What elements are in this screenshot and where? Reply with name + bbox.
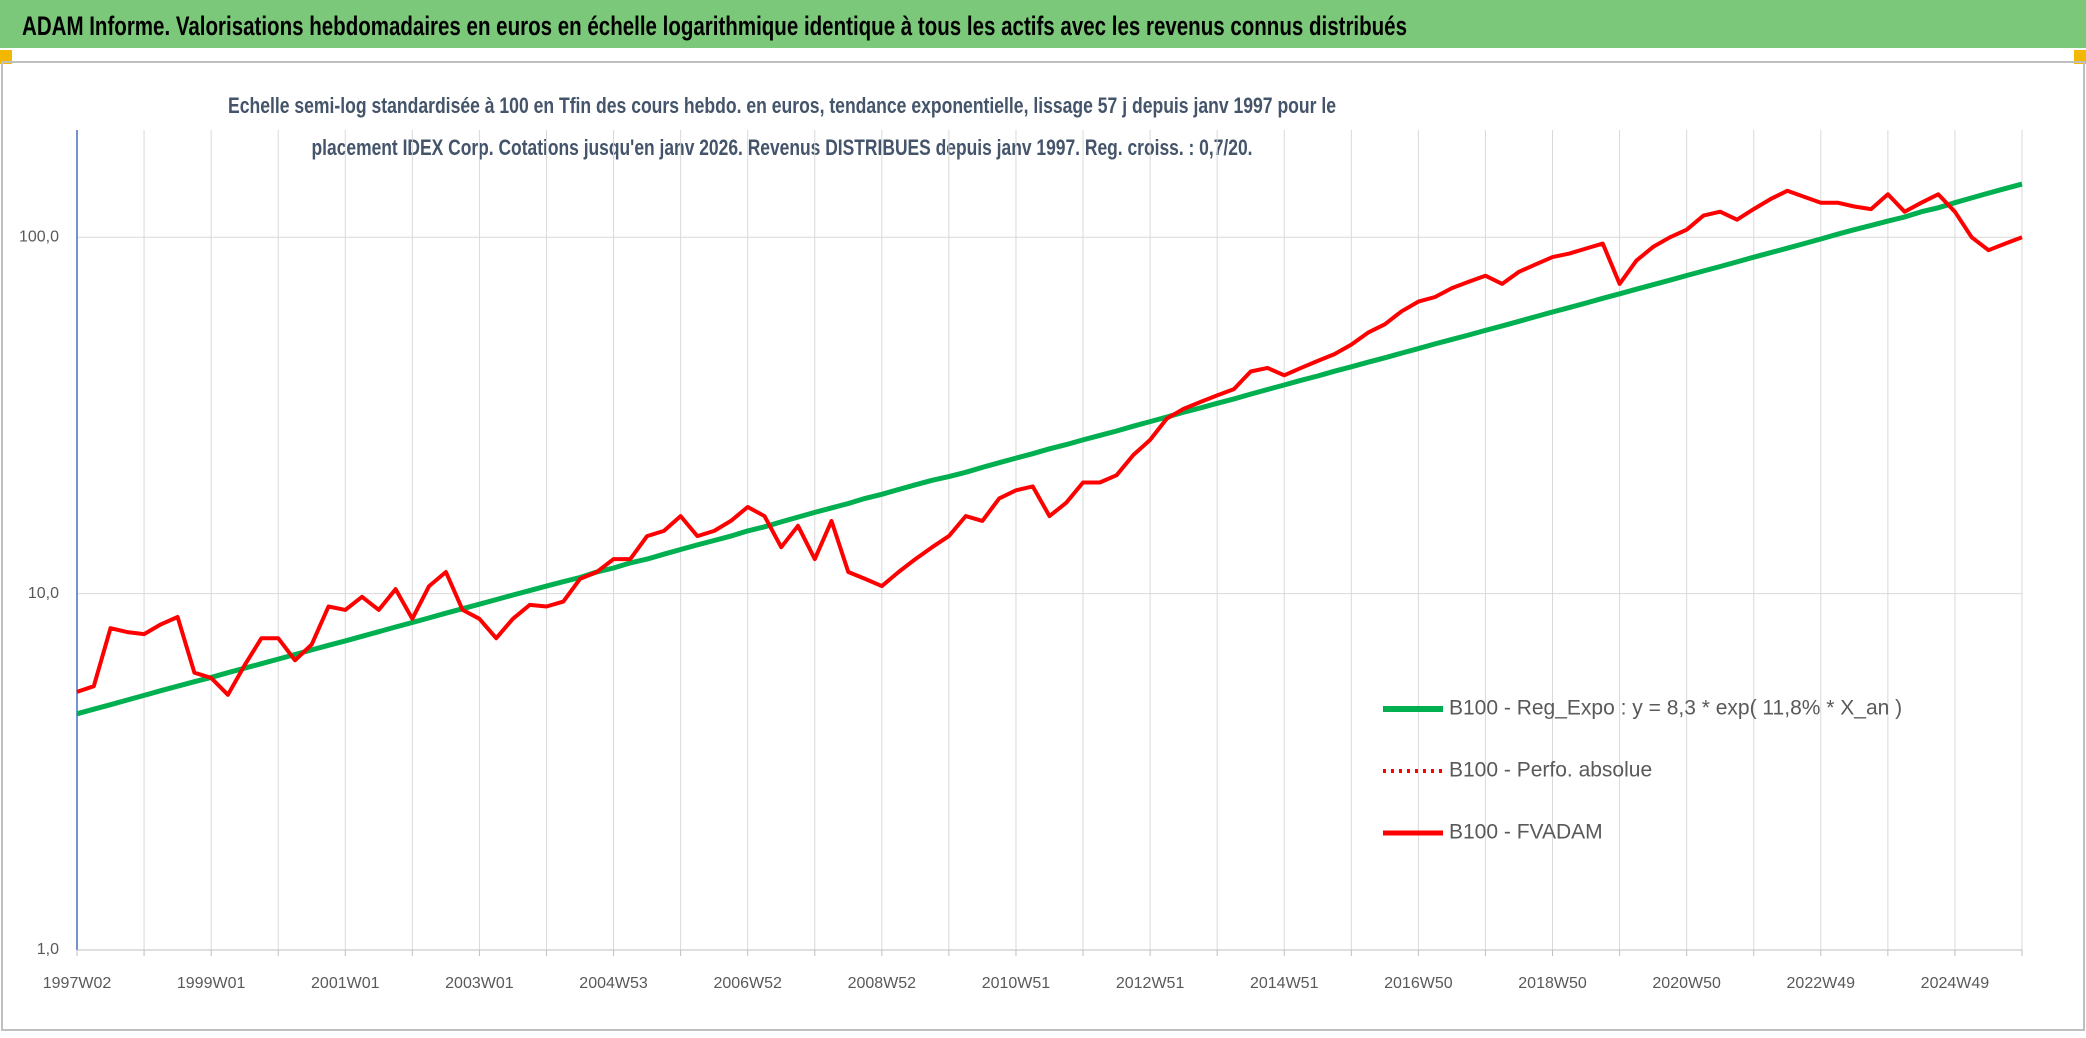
x-tick-label: 2022W49 <box>1787 975 1856 992</box>
chart-frame <box>1 61 2085 1031</box>
x-tick-label: 1999W01 <box>177 975 246 992</box>
y-tick-label: 1,0 <box>37 941 59 958</box>
corner <box>0 50 12 64</box>
x-tick-label: 2001W01 <box>311 975 380 992</box>
x-tick-label: 2006W52 <box>713 975 782 992</box>
x-tick-label: 1997W02 <box>43 975 112 992</box>
series-line <box>76 181 2023 717</box>
y-tick-label: 100,0 <box>19 228 59 245</box>
chart-title: ADAM Informe. Valorisations hebdomadaire… <box>22 11 1407 41</box>
x-tick-label: 2008W52 <box>848 975 917 992</box>
x-tick-label: 2016W50 <box>1384 975 1453 992</box>
x-tick-label: 2020W50 <box>1652 975 1721 992</box>
x-tick-label: 2024W49 <box>1921 975 1990 992</box>
corner <box>2074 50 2086 64</box>
legend-label: B100 - FVADAM <box>1449 821 1603 844</box>
x-tick-label: 2018W50 <box>1518 975 1587 992</box>
title-bar <box>0 0 2086 48</box>
x-tick-label: 2012W51 <box>1116 975 1185 992</box>
legend-label: B100 - Perfo. absolue <box>1449 759 1652 782</box>
x-tick-label: 2004W53 <box>579 975 648 992</box>
y-tick-label: 10,0 <box>28 585 59 602</box>
legend-label: B100 - Reg_Expo : y = 8,3 * exp( 11,8% *… <box>1449 697 1902 720</box>
x-tick-label: 2014W51 <box>1250 975 1319 992</box>
subtitle: placement IDEX Corp. Cotations jusqu'en … <box>312 135 1253 160</box>
x-tick-label: 2003W01 <box>445 975 514 992</box>
x-tick-label: 2010W51 <box>982 975 1051 992</box>
subtitle: Echelle semi-log standardisée à 100 en T… <box>228 93 1336 118</box>
series-line <box>76 188 2023 697</box>
